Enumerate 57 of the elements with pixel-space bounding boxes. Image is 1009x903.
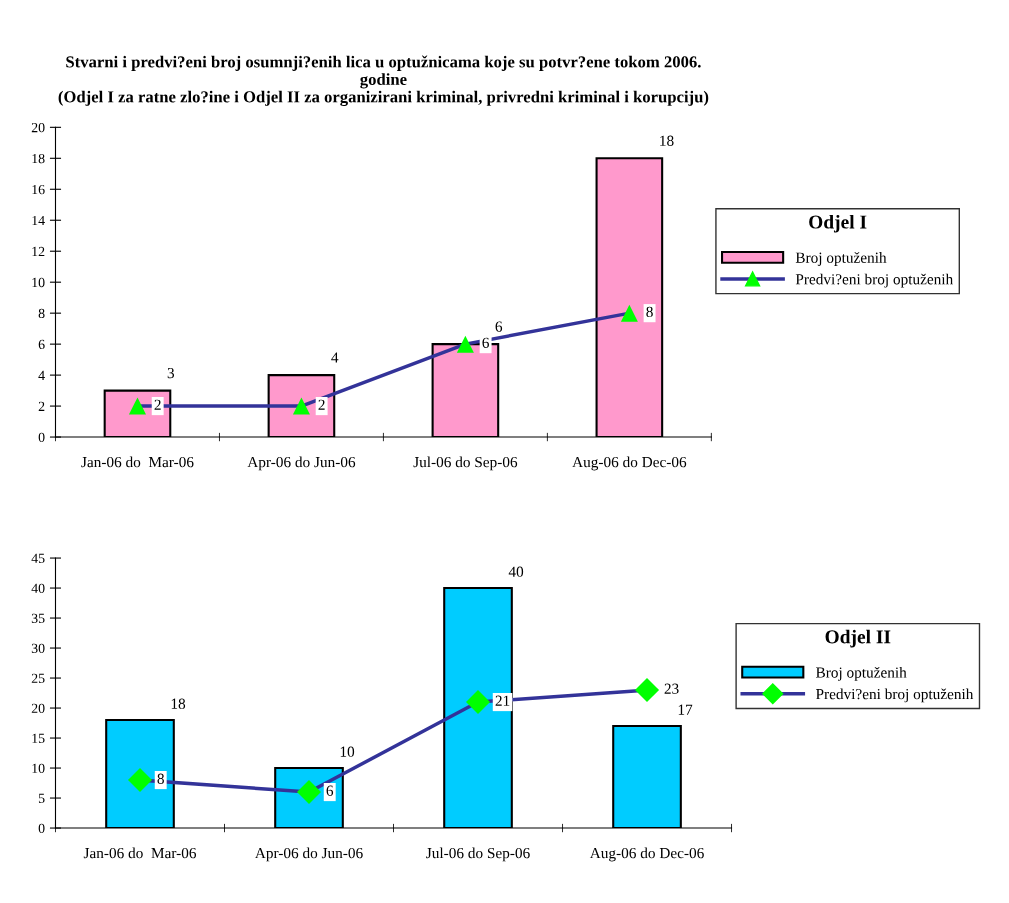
y-tick-label: 10 [32, 277, 45, 288]
data-label: 2 [318, 399, 325, 410]
data-label: 17 [678, 704, 693, 715]
point [456, 335, 474, 353]
legend-label: Broj optuženih [795, 252, 887, 266]
y-tick-label: 40 [31, 583, 45, 594]
legend-label: Broj optuženih [815, 666, 907, 681]
y-tick-label: 18 [32, 153, 45, 164]
x-tick-label: Apr-06 do Jun-06 [254, 847, 363, 862]
point [620, 304, 638, 322]
data-label: 3 [167, 367, 175, 379]
y-tick-label: 2 [38, 401, 45, 411]
x-tick-label: Apr-06 do Jun-06 [247, 456, 356, 471]
data-label: 18 [171, 698, 186, 709]
y-tick-label: 6 [38, 339, 45, 350]
y-tick-label: 0 [38, 823, 45, 834]
y-tick-label: 25 [31, 673, 45, 684]
point [127, 768, 153, 793]
y-tick-label: 0 [38, 432, 45, 443]
x-tick-label: Jul-06 do Sep-06 [413, 456, 518, 471]
data-label: 8 [157, 773, 164, 784]
legend-title: Odjel II [825, 629, 891, 648]
data-label: 4 [331, 352, 339, 363]
data-label: 6 [495, 321, 503, 332]
y-tick-label: 14 [32, 215, 45, 226]
chart-title: Stvarni i predvi?eni broj osumnji?enih lica u optužnicama koje su potvr?ene tokom 2006. godine (Odjel I za ratne zlo?ine i Odjel II za organizirani kriminal, privredni kriminal i korupciju) [58, 55, 709, 106]
y-tick-label: 5 [38, 793, 45, 804]
legend-label: Predvi?eni broj optuženih [795, 273, 953, 288]
legend-title: Odjel I [809, 214, 867, 233]
y-tick-label: 20 [31, 122, 45, 133]
data-label: 8 [646, 306, 653, 317]
point [634, 678, 660, 703]
x-tick-label: Aug-06 do Dec-06 [589, 847, 704, 862]
data-label: 21 [495, 695, 510, 706]
data-label: 10 [340, 746, 355, 757]
legend-label: Predvi?eni broj optuženih [815, 688, 974, 703]
x-tick-label: Jan-06 do Mar-06 [83, 847, 197, 859]
x-tick-label: Aug-06 do Dec-06 [572, 456, 687, 471]
y-tick-label: 20 [31, 703, 45, 714]
x-tick-label: Jul-06 do Sep-06 [426, 847, 530, 862]
y-tick-label: 30 [31, 643, 45, 654]
y-tick-label: 16 [32, 184, 45, 195]
point [465, 690, 491, 715]
y-tick-label: 35 [31, 613, 45, 624]
data-label: 18 [660, 135, 674, 146]
y-tick-label: 15 [32, 733, 45, 744]
data-label: 6 [482, 337, 489, 348]
data-label: 23 [664, 683, 679, 694]
y-tick-label: 8 [38, 308, 45, 319]
y-tick-label: 45 [31, 553, 45, 564]
y-tick-label: 12 [32, 246, 45, 257]
y-tick-label: 10 [32, 763, 45, 774]
y-tick-label: 4 [38, 370, 45, 380]
data-label: 2 [154, 399, 161, 410]
data-label: 40 [508, 566, 524, 577]
data-label: 6 [326, 785, 334, 796]
x-tick-label: Jan-06 do Mar-06 [81, 456, 194, 468]
